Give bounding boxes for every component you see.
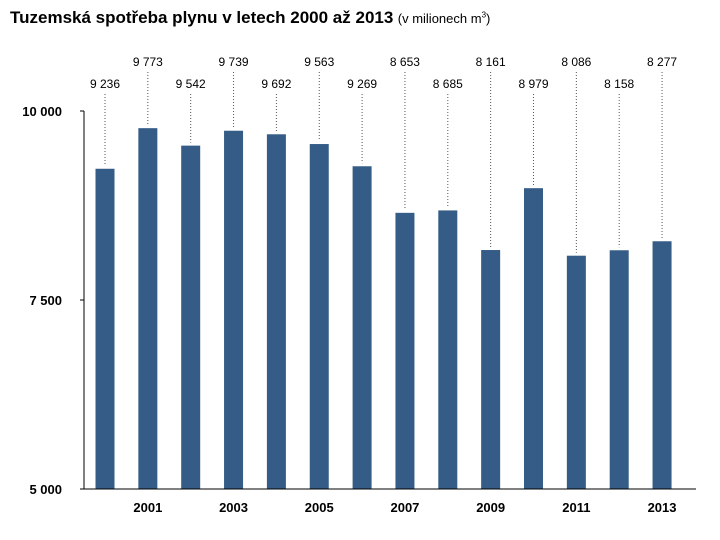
bar-2006 [352, 166, 372, 489]
value-label-2006: 9 269 [347, 77, 377, 91]
x-tick-label-2009: 2009 [476, 500, 505, 515]
bar-2001 [138, 128, 158, 489]
x-tick-label-2013: 2013 [648, 500, 677, 515]
chart-title-unit-close: ) [486, 11, 491, 26]
value-label-2008: 8 685 [433, 77, 463, 91]
chart-title-unit: (v milionech m3) [398, 11, 491, 26]
value-label-2001: 9 773 [133, 55, 163, 69]
chart-title-unit-text: (v milionech m [397, 11, 482, 26]
bar-2004 [266, 134, 286, 490]
y-tick-label-7500: 7 500 [29, 293, 62, 308]
x-tick-label-2003: 2003 [219, 500, 248, 515]
x-tick-label-2011: 2011 [562, 500, 590, 515]
bar-2011 [566, 255, 586, 489]
value-label-2004: 9 692 [261, 77, 291, 91]
value-label-2013: 8 277 [647, 55, 677, 69]
value-label-2000: 9 236 [90, 77, 120, 91]
chart-title: Tuzemská spotřeba plynu v letech 2000 až… [10, 8, 490, 28]
y-tick-label-10000: 10 000 [22, 104, 62, 119]
x-tick-label-2005: 2005 [305, 500, 334, 515]
value-label-2010: 8 979 [518, 77, 548, 91]
chart-title-unit-sup: 3 [481, 10, 487, 20]
bar-2008 [438, 210, 458, 489]
chart-title-main: Tuzemská spotřeba plynu v letech 2000 až… [10, 8, 394, 27]
bar-2013 [652, 241, 672, 489]
bar-2002 [181, 145, 201, 489]
bar-2010 [524, 188, 543, 489]
bars-group [95, 128, 672, 490]
leader-lines [104, 72, 663, 253]
bar-2007 [395, 212, 415, 490]
value-labels-group: 9 236 9 773 9 542 9 739 9 692 9 563 9 269 8 653… [90, 55, 677, 91]
value-label-2011: 8 086 [561, 55, 591, 69]
value-label-2007: 8 653 [390, 55, 420, 69]
value-label-2003: 9 739 [219, 55, 249, 69]
value-label-2009: 8 161 [476, 55, 506, 69]
bar-2003 [224, 130, 244, 489]
bar-2005 [309, 144, 329, 489]
value-label-2005: 9 563 [304, 55, 334, 69]
x-tick-label-2007: 2007 [390, 500, 419, 515]
y-axis: 5 000 7 500 10 000 [22, 104, 85, 497]
bar-2000 [95, 168, 115, 489]
bar-2009 [481, 250, 501, 489]
value-label-2002: 9 542 [176, 77, 206, 91]
value-label-2012: 8 158 [604, 77, 634, 91]
x-axis: 2001 2003 2005 2007 2009 2011 2013 [84, 488, 696, 515]
y-tick-label-5000: 5 000 [29, 482, 62, 497]
bar-2012 [609, 250, 629, 489]
x-tick-label-2001: 2001 [133, 500, 162, 515]
